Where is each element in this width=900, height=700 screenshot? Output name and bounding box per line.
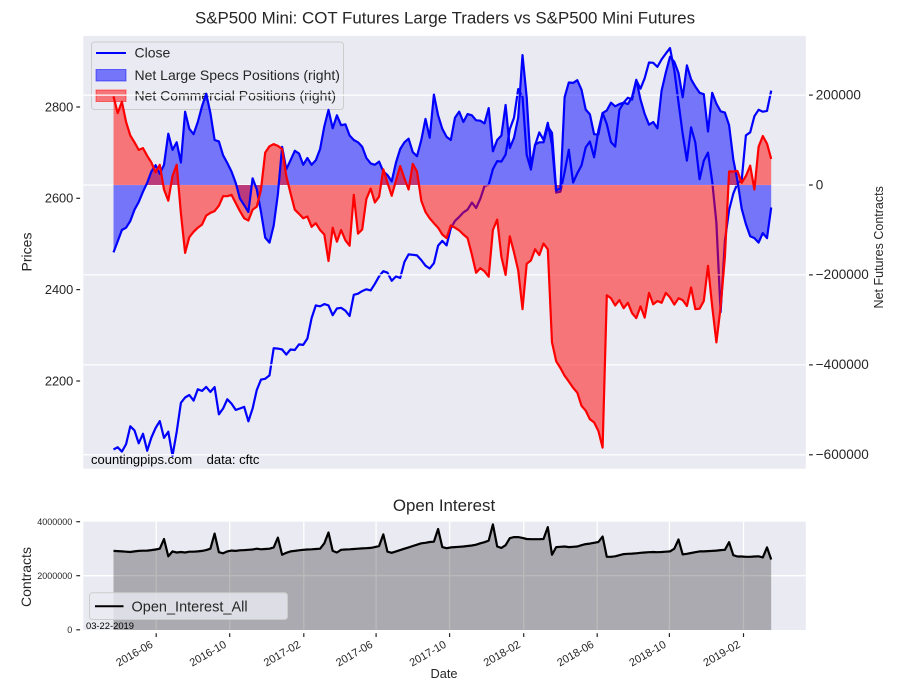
svg-text:200000: 200000 xyxy=(816,87,861,102)
svg-text:Date: Date xyxy=(430,666,457,681)
svg-text:Open Interest: Open Interest xyxy=(393,496,496,515)
svg-text:2600: 2600 xyxy=(45,191,73,206)
svg-text:Net Futures Contracts: Net Futures Contracts xyxy=(872,186,886,308)
svg-text:2800: 2800 xyxy=(45,99,73,114)
svg-text:0: 0 xyxy=(67,625,72,635)
svg-text:Prices: Prices xyxy=(19,233,35,272)
svg-text:S&P500 Mini: COT Futures Large: S&P500 Mini: COT Futures Large Traders v… xyxy=(195,9,695,28)
svg-text:2000000: 2000000 xyxy=(37,571,72,581)
svg-text:Net Large Specs Positions (rig: Net Large Specs Positions (right) xyxy=(135,67,340,83)
svg-text:Open_Interest_All: Open_Interest_All xyxy=(132,600,248,616)
svg-text:2400: 2400 xyxy=(45,282,73,297)
svg-text:03-22-2019: 03-22-2019 xyxy=(86,620,134,631)
svg-text:2200: 2200 xyxy=(45,373,73,388)
svg-text:−600000: −600000 xyxy=(816,447,869,462)
svg-text:−200000: −200000 xyxy=(816,267,869,282)
svg-text:4000000: 4000000 xyxy=(37,517,72,527)
svg-text:−400000: −400000 xyxy=(816,357,869,372)
svg-text:0: 0 xyxy=(816,177,824,192)
svg-text:Contracts: Contracts xyxy=(18,547,34,607)
svg-text:countingpips.com data: cftc: countingpips.com data: cftc xyxy=(91,452,260,467)
svg-text:Close: Close xyxy=(135,45,171,61)
